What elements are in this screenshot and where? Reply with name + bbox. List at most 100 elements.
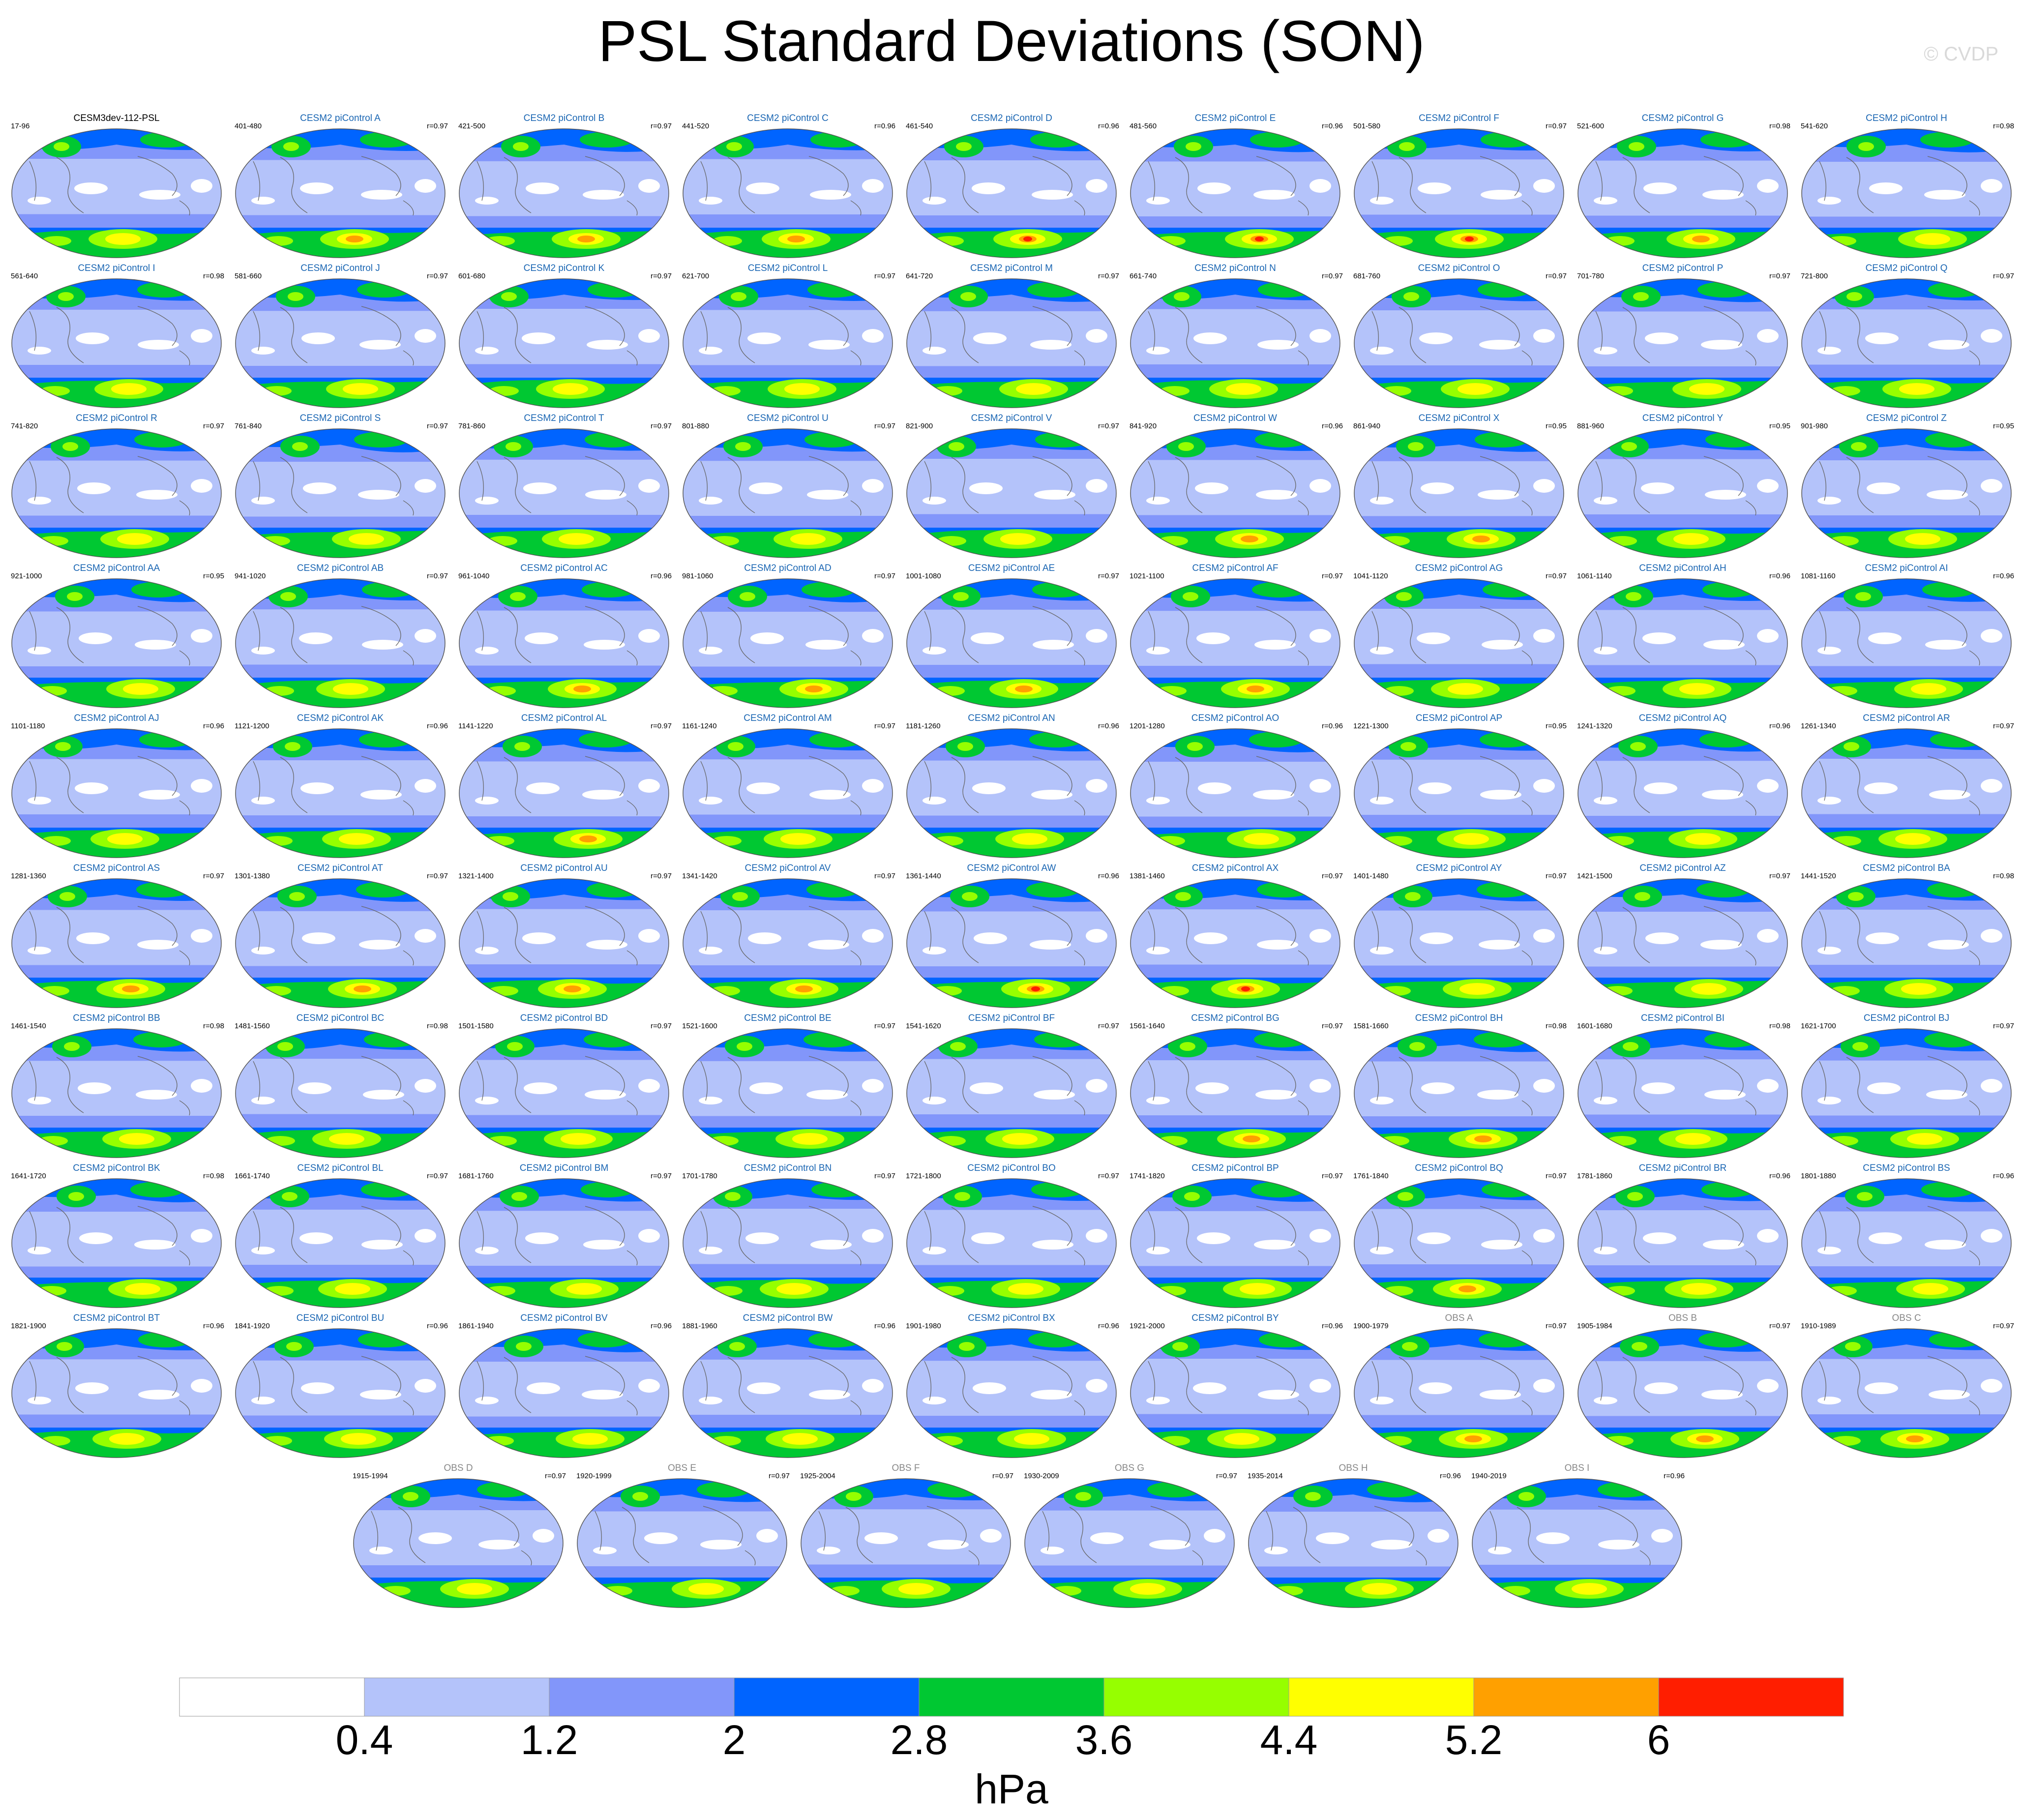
panel-years: 561-640 — [11, 272, 38, 280]
panel-name: CESM2 piControl J — [300, 263, 380, 273]
panel-name: CESM2 piControl E — [1194, 113, 1276, 123]
colorbar-tick-label: 3.6 — [1075, 1717, 1133, 1763]
map-panel: CESM2 piControl D 461-540 r=0.96 — [900, 112, 1123, 263]
map-panel: CESM2 piControl BA 1441-1520 r=0.98 — [1795, 862, 2018, 1013]
map-panel: CESM2 piControl I 561-640 r=0.98 — [5, 262, 228, 413]
panel-correlation: r=0.98 — [203, 1022, 224, 1030]
map-panel: CESM2 piControl E 481-560 r=0.96 — [1124, 112, 1347, 263]
panel-years: 17-96 — [11, 122, 30, 130]
panel-correlation: r=0.96 — [874, 1322, 895, 1330]
panel-map — [1354, 1328, 1564, 1458]
panel-map — [11, 1328, 222, 1458]
panel-name: CESM2 piControl BP — [1191, 1163, 1279, 1173]
panel-name: CESM2 piControl BT — [73, 1313, 160, 1323]
panel-years: 1321-1400 — [458, 872, 494, 880]
panel-years: 1381-1460 — [1130, 872, 1165, 880]
panel-years: 1001-1080 — [906, 572, 941, 580]
panel-name: CESM2 piControl M — [970, 263, 1053, 273]
panel-years: 1281-1360 — [11, 872, 46, 880]
map-panel: CESM2 piControl T 781-860 r=0.97 — [452, 412, 676, 563]
panel-map — [11, 128, 222, 258]
panel-map — [1801, 578, 2012, 708]
panel-correlation: r=0.97 — [427, 122, 448, 130]
panel-map — [1577, 578, 1788, 708]
panel-map — [235, 878, 446, 1008]
panel-correlation: r=0.95 — [1769, 422, 1790, 430]
panel-correlation: r=0.97 — [1322, 1022, 1343, 1030]
map-panel: CESM2 piControl AE 1001-1080 r=0.97 — [900, 562, 1123, 713]
panel-years: 821-900 — [906, 422, 933, 430]
panel-map — [1801, 278, 2012, 408]
panel-correlation: r=0.96 — [427, 722, 448, 730]
panel-map — [459, 1328, 669, 1458]
map-panel: CESM2 piControl U 801-880 r=0.97 — [676, 412, 899, 563]
panel-years: 841-920 — [1130, 422, 1157, 430]
panel-name: CESM2 piControl BW — [743, 1313, 833, 1323]
panel-years: 961-1040 — [458, 572, 490, 580]
map-panel: OBS H 1935-2014 r=0.96 — [1242, 1462, 1465, 1612]
map-panel: CESM2 piControl W 841-920 r=0.96 — [1124, 412, 1347, 563]
panel-map — [459, 428, 669, 558]
panel-name: CESM2 piControl AZ — [1639, 863, 1726, 873]
panel-correlation: r=0.96 — [1098, 722, 1119, 730]
panel-correlation: r=0.96 — [1322, 422, 1343, 430]
panel-correlation: r=0.96 — [1098, 122, 1119, 130]
panel-name: OBS E — [667, 1463, 697, 1473]
panel-map — [235, 578, 446, 708]
panel-name: CESM2 piControl AV — [744, 863, 831, 873]
map-panel: CESM2 piControl AF 1021-1100 r=0.97 — [1124, 562, 1347, 713]
panel-name: CESM2 piControl BH — [1415, 1013, 1503, 1023]
panel-years: 1621-1700 — [1801, 1022, 1836, 1030]
panel-name: CESM2 piControl K — [523, 263, 605, 273]
panel-map — [459, 728, 669, 858]
map-panel: CESM2 piControl Q 721-800 r=0.97 — [1795, 262, 2018, 413]
panel-correlation: r=0.96 — [651, 572, 672, 580]
panel-years: 621-700 — [682, 272, 710, 280]
panel-years: 1821-1900 — [11, 1322, 46, 1330]
map-panel: CESM2 piControl AQ 1241-1320 r=0.96 — [1571, 712, 1794, 863]
panel-name: CESM2 piControl BD — [520, 1013, 608, 1023]
map-panel: OBS I 1940-2019 r=0.96 — [1465, 1462, 1689, 1612]
panel-years: 1930-2009 — [1024, 1472, 1059, 1480]
panel-correlation: r=0.96 — [1993, 572, 2014, 580]
panel-years: 1161-1240 — [682, 722, 717, 730]
panel-years: 1701-1780 — [682, 1172, 717, 1180]
panel-correlation: r=0.97 — [651, 272, 672, 280]
panel-correlation: r=0.97 — [874, 872, 895, 880]
map-panel: CESM2 piControl BC 1481-1560 r=0.98 — [229, 1012, 452, 1163]
panel-name: OBS D — [444, 1463, 473, 1473]
panel-years: 981-1060 — [682, 572, 714, 580]
panel-name: OBS B — [1668, 1313, 1697, 1323]
panel-years: 1761-1840 — [1353, 1172, 1389, 1180]
panel-correlation: r=0.97 — [1993, 1322, 2014, 1330]
panel-map — [1801, 128, 2012, 258]
panel-years: 1501-1580 — [458, 1022, 494, 1030]
panel-name: CESM2 piControl U — [747, 413, 829, 423]
map-panel: CESM2 piControl BU 1841-1920 r=0.96 — [229, 1312, 452, 1462]
panel-map — [1130, 1178, 1340, 1308]
map-panel: CESM2 piControl BK 1641-1720 r=0.98 — [5, 1162, 228, 1313]
panel-name: CESM2 piControl AM — [744, 713, 832, 723]
panel-map — [235, 278, 446, 408]
panel-years: 1261-1340 — [1801, 722, 1836, 730]
panel-name: CESM2 piControl BE — [744, 1013, 832, 1023]
map-panel: CESM2 piControl BO 1721-1800 r=0.97 — [900, 1162, 1123, 1313]
map-panel: OBS C 1910-1989 r=0.97 — [1795, 1312, 2018, 1462]
map-panel: CESM2 piControl F 501-580 r=0.97 — [1347, 112, 1571, 263]
panel-name: CESM2 piControl BG — [1191, 1013, 1279, 1023]
map-panel: CESM2 piControl O 681-760 r=0.97 — [1347, 262, 1571, 413]
panel-name: CESM2 piControl BM — [519, 1163, 609, 1173]
panel-name: CESM2 piControl AI — [1865, 563, 1948, 573]
map-panel: CESM2 piControl AH 1061-1140 r=0.96 — [1571, 562, 1794, 713]
panel-correlation: r=0.97 — [874, 1172, 895, 1180]
colorbar-tick-label: 6 — [1647, 1717, 1670, 1763]
map-panel: CESM2 piControl B 421-500 r=0.97 — [452, 112, 676, 263]
panel-correlation: r=0.97 — [1546, 1172, 1567, 1180]
panel-years: 1301-1380 — [235, 872, 270, 880]
map-panel: OBS G 1930-2009 r=0.97 — [1018, 1462, 1241, 1612]
map-panel: CESM2 piControl BR 1781-1860 r=0.96 — [1571, 1162, 1794, 1313]
panel-years: 1441-1520 — [1801, 872, 1836, 880]
panel-years: 921-1000 — [11, 572, 42, 580]
map-panel: CESM2 piControl BQ 1761-1840 r=0.97 — [1347, 1162, 1571, 1313]
panel-years: 441-520 — [682, 122, 710, 130]
